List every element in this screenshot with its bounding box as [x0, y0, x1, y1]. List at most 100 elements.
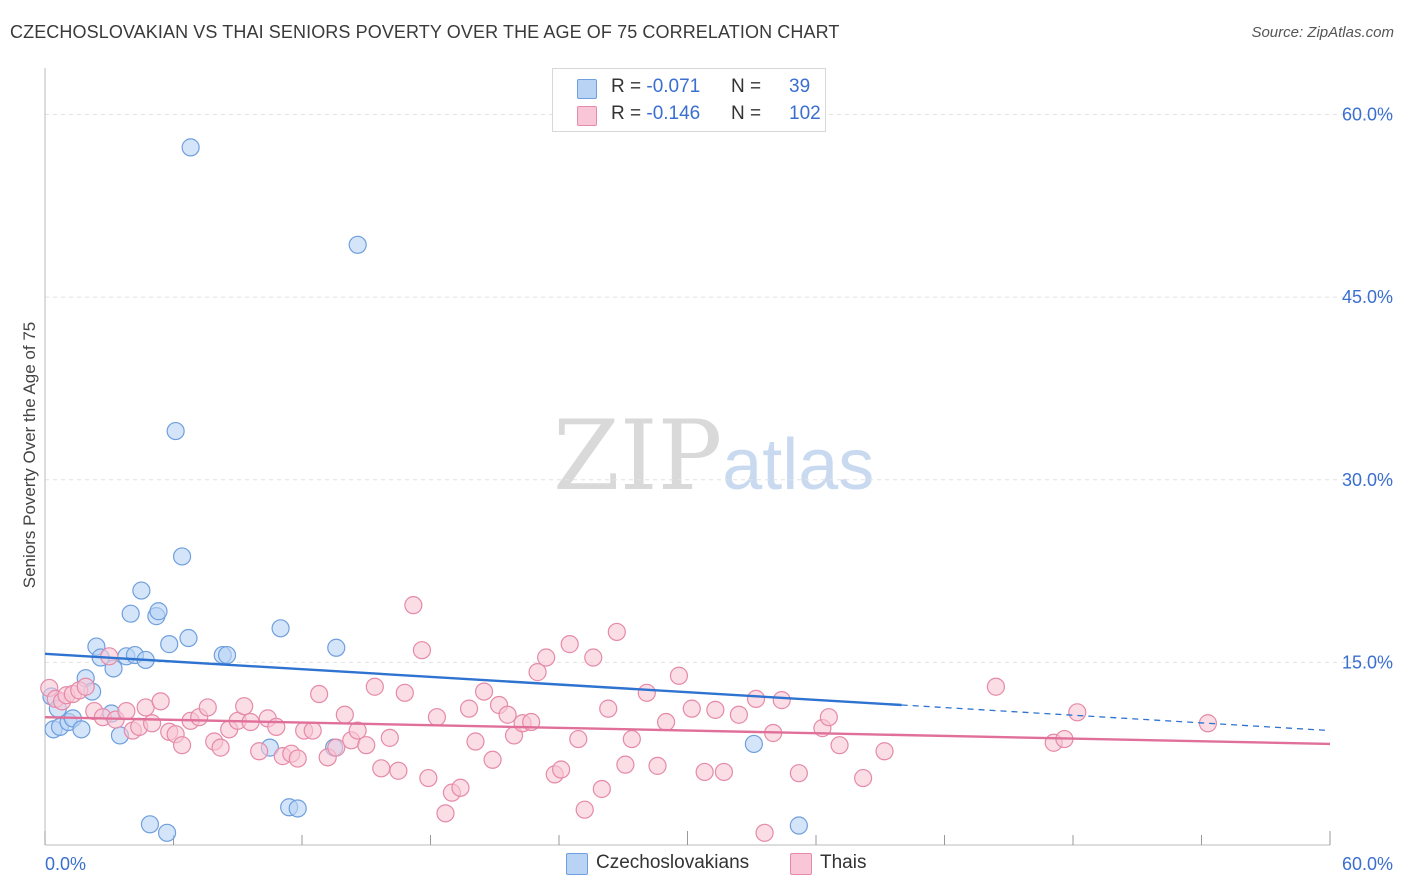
thai-legend-swatch: [790, 853, 812, 875]
thai-point-65: [528, 663, 547, 682]
thai-point-59: [483, 750, 502, 769]
thai-point-71: [575, 800, 594, 819]
czech-point-36: [348, 235, 367, 254]
czech-trend-line: [44, 652, 902, 707]
thai-point-50: [412, 641, 432, 660]
thai-point-70: [569, 729, 588, 749]
thai-point-19: [172, 736, 192, 755]
czech-point-15: [121, 604, 140, 623]
czech-point-27: [181, 138, 200, 157]
thai-point-48: [395, 683, 414, 702]
thai-point-15: [142, 714, 162, 733]
thai-point-73: [592, 779, 611, 799]
thai-point-22: [198, 698, 217, 717]
thai-point-55: [451, 778, 470, 797]
stats-legend: R = -0.071 N = 39 R = -0.146 N = 102: [552, 68, 826, 132]
thai-point-69: [560, 635, 579, 654]
thai-point-90: [772, 691, 791, 710]
thai-point-61: [498, 705, 517, 724]
czech-point-38: [789, 816, 808, 835]
czech-trend-extension: [901, 704, 1331, 732]
czech-point-33: [288, 799, 307, 818]
stats-n-thai: 102: [789, 103, 821, 124]
thai-point-36: [303, 721, 322, 740]
thai-point-24: [211, 738, 230, 757]
czech-point-19: [140, 815, 160, 834]
thai-point-53: [436, 804, 455, 823]
czech-point-21: [149, 602, 168, 621]
thai-point-34: [288, 749, 307, 768]
thai-point-86: [729, 705, 749, 724]
thai-point-77: [622, 729, 641, 749]
thai-point-88: [755, 823, 774, 842]
thai-point-100: [1068, 703, 1087, 722]
thai-point-84: [706, 700, 725, 719]
czech-point-17: [132, 581, 151, 600]
thai-point-82: [682, 699, 701, 718]
czech-point-37: [744, 734, 763, 754]
thai-point-94: [830, 736, 849, 755]
legend-label-thais: Thais: [820, 852, 867, 873]
thai-point-68: [552, 760, 571, 779]
thai-point-37: [310, 684, 329, 704]
thai-point-72: [584, 648, 603, 667]
thai-point-44: [365, 677, 384, 696]
thai-point-52: [427, 708, 447, 727]
thai-point-58: [474, 682, 494, 701]
stats-n-label-thai: N =: [731, 103, 762, 124]
czech-point-25: [172, 547, 192, 566]
thai-point-91: [789, 764, 808, 783]
stats-r-czech: R = -0.071: [611, 76, 701, 97]
thai-point-66: [537, 648, 556, 667]
czech-legend-swatch: [566, 853, 588, 875]
thai-point-45: [372, 759, 391, 778]
legend-label-czechoslovakians: Czechoslovakians: [596, 852, 750, 873]
thai-point-80: [656, 712, 676, 732]
thai-point-6: [76, 677, 95, 696]
thai-swatch: [577, 106, 597, 126]
thai-point-76: [616, 755, 635, 774]
thai-point-93: [819, 708, 838, 727]
thai-point-46: [380, 728, 399, 747]
stats-n-label-czech: N =: [731, 76, 762, 97]
thai-point-85: [714, 762, 734, 782]
thai-point-47: [389, 761, 408, 780]
y-tick-label-15: 15.0%: [1342, 652, 1393, 672]
thai-point-16: [151, 692, 170, 711]
czech-point-31: [271, 619, 290, 638]
czech-point-29: [217, 645, 237, 665]
y-tick-label-60: 60.0%: [1342, 105, 1393, 125]
thai-point-57: [466, 732, 485, 751]
thai-point-79: [648, 756, 667, 775]
thai-point-39: [327, 738, 346, 757]
thai-point-11: [117, 701, 136, 721]
thai-point-75: [607, 622, 626, 642]
chart-title: CZECHOSLOVAKIAN VS THAI SENIORS POVERTY …: [10, 22, 840, 42]
thai-point-95: [854, 768, 873, 788]
czech-swatch: [577, 79, 597, 99]
thai-point-83: [695, 762, 714, 782]
thai-point-56: [459, 699, 479, 718]
czech-point-22: [157, 823, 177, 842]
thai-point-27: [235, 697, 254, 716]
thai-point-97: [986, 677, 1006, 696]
thai-point-42: [348, 721, 367, 740]
thai-point-96: [875, 742, 894, 761]
x-tick-label-min: 0.0%: [45, 854, 86, 874]
thai-point-40: [335, 705, 354, 724]
thai-trend-line: [44, 715, 1331, 746]
stats-n-czech: 39: [789, 76, 811, 97]
czech-point-24: [166, 421, 185, 441]
y-tick-label-45: 45.0%: [1342, 287, 1393, 307]
thai-point-81: [669, 666, 689, 685]
source-label: Source: ZipAtlas.com: [1251, 24, 1394, 41]
x-tick-label-max: 60.0%: [1342, 854, 1393, 874]
thai-point-51: [419, 768, 438, 788]
thai-point-43: [357, 736, 376, 755]
thai-point-49: [404, 596, 423, 615]
y-axis-label: Seniors Poverty Over the Age of 75: [20, 322, 39, 588]
thai-point-87: [746, 689, 766, 709]
y-tick-label-30: 30.0%: [1342, 470, 1393, 490]
thai-point-29: [250, 742, 269, 761]
